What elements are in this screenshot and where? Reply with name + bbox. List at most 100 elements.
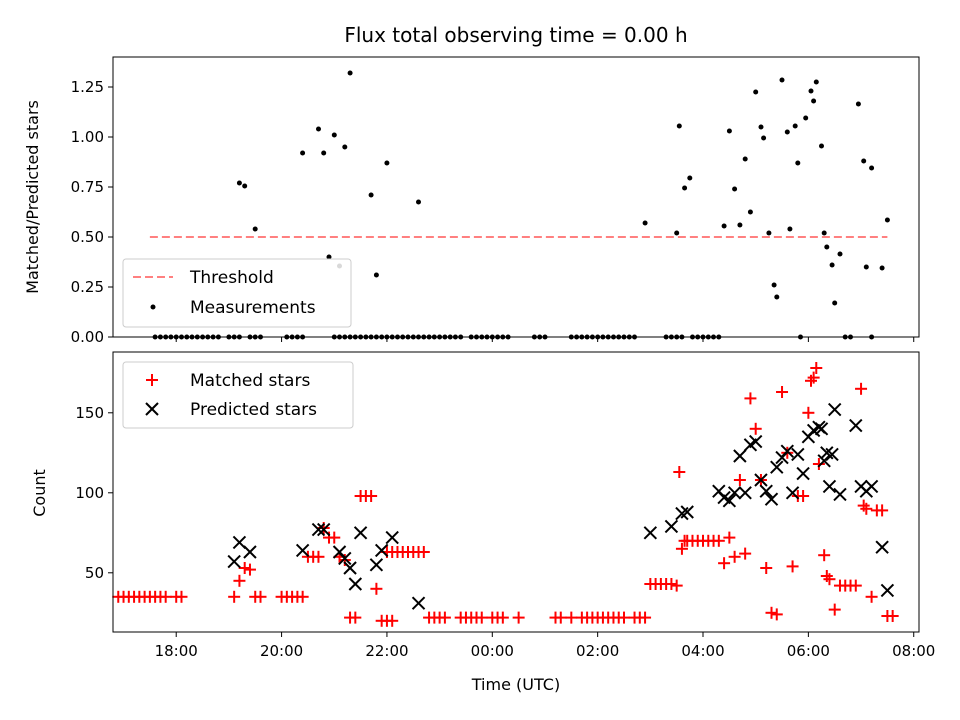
measurement-point [726,128,732,134]
measurement-point [384,160,390,166]
measurement-point [869,165,875,171]
counts-axes-frame [112,351,920,633]
predicted-point [825,447,839,462]
matched-point [876,504,889,517]
matched-point [786,560,799,573]
matched-point [670,579,683,592]
matched-point [760,562,773,574]
predicted-point [828,402,842,417]
predicted-point [796,466,810,481]
matched-point [312,550,325,563]
matched-point [802,406,815,419]
predicted-point [348,577,363,591]
matched-point [675,542,688,555]
measurement-point [821,230,827,236]
predicted-point [754,473,768,487]
measurement-point [347,70,353,76]
predicted-point [338,551,352,566]
matched-point [810,362,823,374]
predicted-point [814,422,829,436]
measurement-point [766,230,772,236]
matched-point [807,371,820,384]
predicted-point [643,526,658,540]
predicted-point [759,484,773,498]
matched-point [296,590,309,603]
measurement-point [819,143,824,149]
measurement-point [879,265,885,271]
ratio-axes-frame [112,56,920,338]
matched-point [860,502,873,515]
matched-point [159,590,172,603]
counts-y-ticks: 50 100 150 [75,404,113,582]
ratio-y-tick-label: 1.00 [71,128,104,146]
measurement-point [863,264,869,270]
matched-point [749,422,762,435]
measurement-point [824,244,830,250]
matched-point [812,458,825,470]
matched-point [475,611,488,624]
counts-panel: 50 100 150 18:00 20:00 22:00 00:00 02:00 04:00 0… [30,351,935,694]
matched-point [349,611,362,624]
measurement-point [331,132,337,138]
matched-point [823,573,836,586]
predicted-point [385,530,399,545]
measurement-point [687,175,693,181]
ratio-y-tick-label: 1.25 [71,78,104,96]
matched-point [243,563,256,576]
chart-title: Flux total observing time = 0.00 h [344,23,687,47]
predicted-point [317,522,331,537]
measurement-point [242,183,248,189]
predicted-point [748,434,763,449]
measurement-point [771,282,777,288]
ratio-legend: Threshold Measurements [122,258,352,328]
predicted-point [738,486,752,500]
x-tick-label: 08:00 [892,642,935,660]
predicted-point [864,479,879,494]
matched-point [673,466,686,478]
measurement-point [779,77,785,83]
matched-point [712,534,725,547]
counts-marks [112,362,899,627]
matched-point [328,531,341,544]
x-tick-label: 06:00 [787,642,830,660]
matched-point [855,382,868,395]
matched-point [365,490,378,502]
measurement-point [787,226,793,232]
matched-point [718,557,731,570]
matched-point [765,606,778,619]
matched-point [438,611,451,624]
matched-point [733,474,746,486]
predicted-point [875,540,889,554]
ratio-y-axis-label: Matched/Predicted stars [23,100,42,294]
measurements-legend-swatch [150,304,156,310]
measurement-point [855,101,861,107]
predicted-point [849,418,863,433]
measurement-point [682,185,688,191]
x-tick-label: 00:00 [471,642,514,660]
x-tick-label: 20:00 [260,642,303,660]
measurement-point [373,272,379,278]
measurement-point [761,135,767,141]
matched-point [849,579,862,592]
predicted-point [722,494,737,508]
predicted-legend-label: Predicted stars [190,400,317,420]
measurement-point [861,158,867,164]
counts-y-tick-label: 50 [85,564,104,582]
threshold-legend-label: Threshold [189,268,274,288]
counts-y-axis-label: Count [30,469,49,517]
measurement-point [642,220,648,226]
predicted-point [833,487,847,502]
matched-point [254,590,267,603]
predicted-point [880,583,895,598]
counts-legend-box [122,361,354,429]
measurement-point [321,150,327,156]
predicted-point [764,492,779,506]
predicted-point [727,486,742,500]
measurement-point [837,251,843,257]
matched-point [723,531,736,544]
predicted-point [791,447,805,462]
predicted-point [817,454,831,468]
x-tick-label: 02:00 [576,642,619,660]
ratio-x-ticks [175,337,915,342]
measurement-point [774,294,780,300]
